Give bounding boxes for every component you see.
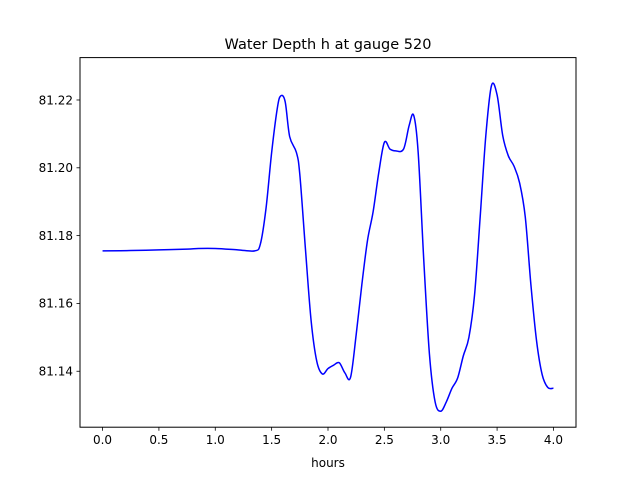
plot-frame (79, 57, 577, 428)
x-tick-label: 0.5 (149, 433, 168, 447)
x-tick-label: 1.5 (262, 433, 281, 447)
x-tick-label: 3.5 (488, 433, 507, 447)
plot-area (102, 82, 554, 413)
y-axis: 81.14 81.16 81.18 81.20 81.22 (39, 93, 80, 379)
x-axis-label: hours (311, 456, 345, 470)
series-line-0 (102, 82, 554, 413)
y-tick-label: 81.22 (39, 93, 73, 107)
chart-title: Water Depth h at gauge 520 (225, 37, 432, 53)
y-tick-label: 81.18 (39, 229, 73, 243)
x-tick-label: 2.5 (375, 433, 394, 447)
x-tick-label: 0.0 (93, 433, 112, 447)
x-tick-label: 4.0 (544, 433, 563, 447)
y-tick-label: 81.20 (39, 161, 73, 175)
y-tick-label: 81.14 (39, 365, 73, 379)
x-tick-label: 3.0 (431, 433, 450, 447)
x-tick-label: 1.0 (206, 433, 225, 447)
x-tick-label: 2.0 (318, 433, 337, 447)
x-axis: 0.0 0.5 1.0 1.5 2.0 2.5 3.0 3.5 4.0 (93, 427, 563, 447)
y-tick-label: 81.16 (39, 297, 73, 311)
